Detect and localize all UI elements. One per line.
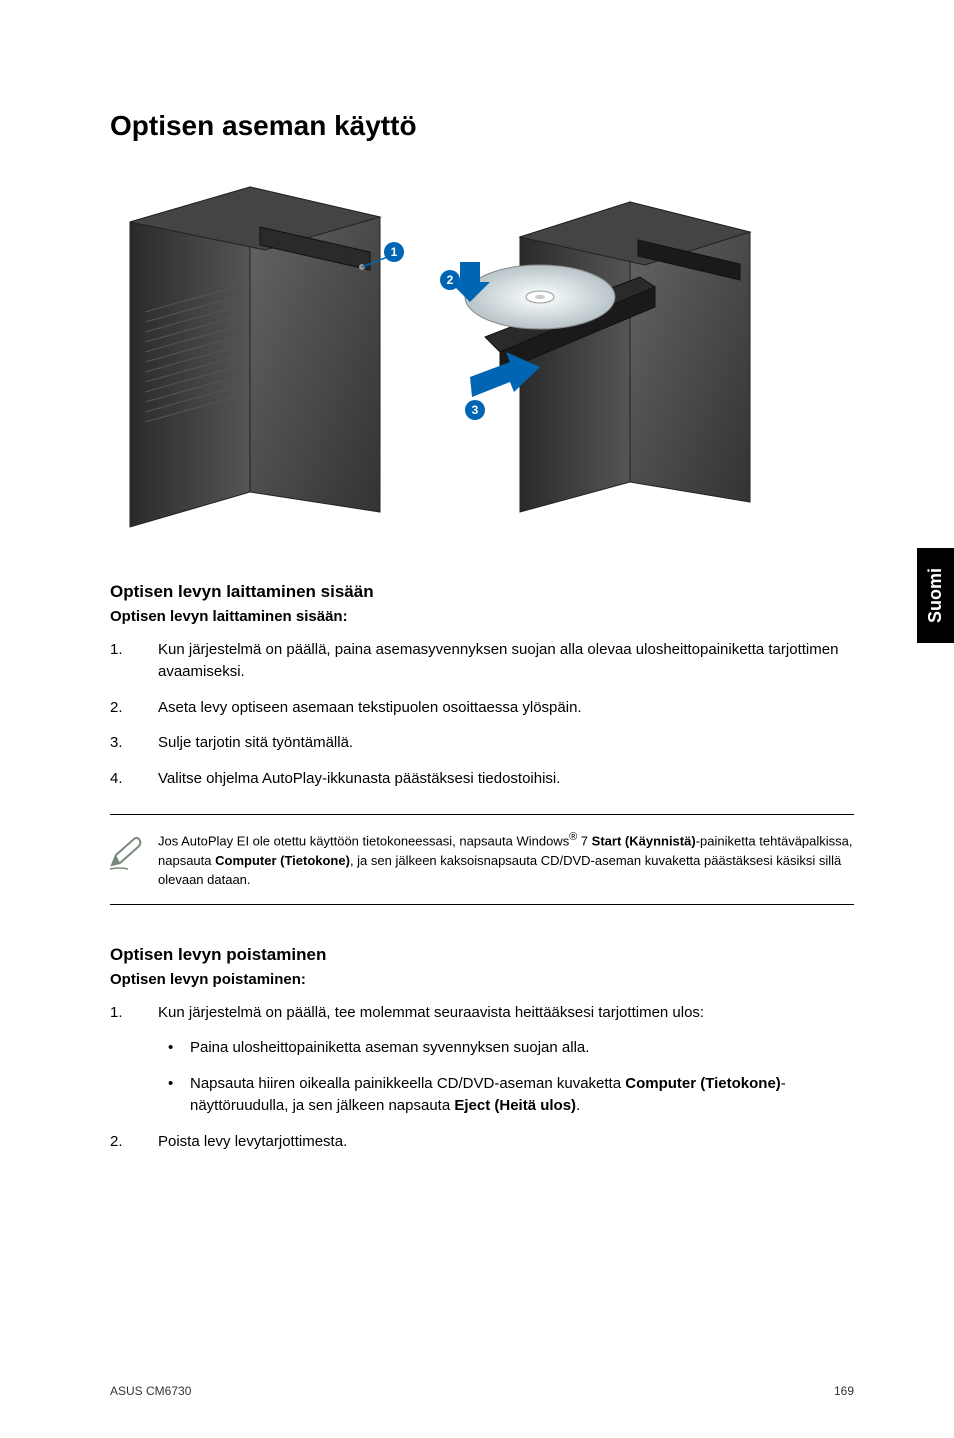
list-item: Poista levy levytarjottimesta. — [110, 1131, 854, 1153]
footer-model: ASUS CM6730 — [110, 1384, 191, 1398]
list-item: Kun järjestelmä on päällä, paina asemasy… — [110, 639, 854, 683]
list-item: Napsauta hiiren oikealla painikkeella CD… — [158, 1073, 854, 1117]
callout-2: 2 — [440, 270, 460, 290]
remove-heading: Optisen levyn poistaminen — [110, 945, 854, 965]
pen-icon — [106, 833, 146, 873]
remove-steps: Kun järjestelmä on päällä, tee molemmat … — [110, 1002, 854, 1153]
note-block: Jos AutoPlay EI ole otettu käyttöön tiet… — [110, 814, 854, 905]
list-item: Aseta levy optiseen asemaan tekstipuolen… — [110, 697, 854, 719]
tower-open-illustration: 2 3 — [430, 182, 760, 532]
callout-3: 3 — [465, 400, 485, 420]
page-number: 169 — [834, 1384, 854, 1398]
insert-steps: Kun järjestelmä on päällä, paina asemasy… — [110, 639, 854, 790]
list-item: Kun järjestelmä on päällä, tee molemmat … — [110, 1002, 854, 1117]
language-tab: Suomi — [917, 548, 954, 643]
list-item: Paina ulosheittopainiketta aseman syvenn… — [158, 1037, 854, 1059]
remove-subheading: Optisen levyn poistaminen: — [110, 971, 854, 988]
note-text: Jos AutoPlay EI ole otettu käyttöön tiet… — [158, 829, 854, 890]
insert-subheading: Optisen levyn laittaminen sisään: — [110, 608, 854, 625]
callout-1: 1 — [384, 242, 404, 262]
tower-closed-illustration: 1 — [120, 182, 390, 532]
list-item: Valitse ohjelma AutoPlay-ikkunasta pääst… — [110, 768, 854, 790]
footer: ASUS CM6730 169 — [110, 1384, 854, 1398]
illustration-row: 1 — [110, 182, 854, 532]
list-item: Sulje tarjotin sitä työntämällä. — [110, 732, 854, 754]
insert-heading: Optisen levyn laittaminen sisään — [110, 582, 854, 602]
page-title: Optisen aseman käyttö — [110, 110, 854, 142]
